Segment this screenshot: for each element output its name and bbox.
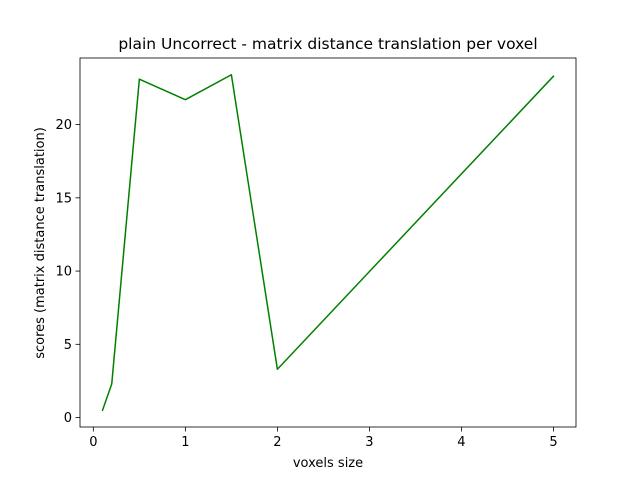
plot-area: [79, 57, 577, 428]
y-tick-label: 10: [55, 265, 72, 280]
x-tick-label: 4: [457, 435, 465, 450]
y-tick-label: 20: [55, 118, 72, 133]
y-axis-ticks: 0 5 10 15 20: [55, 118, 80, 426]
x-tick-label: 3: [365, 435, 373, 450]
y-tick-label: 0: [64, 411, 72, 426]
chart-title: plain Uncorrect - matrix distance transl…: [118, 35, 537, 53]
x-tick-label: 0: [89, 435, 97, 450]
x-tick-label: 5: [549, 435, 557, 450]
x-tick-label: 2: [273, 435, 281, 450]
axes-frame: [79, 57, 577, 428]
y-tick-label: 5: [64, 338, 72, 353]
series-line-0: [101, 74, 555, 412]
x-tick-label: 1: [181, 435, 189, 450]
y-tick-label: 15: [55, 191, 72, 206]
x-axis-ticks: 0 1 2 3 4 5: [89, 427, 558, 450]
y-axis-label: scores (matrix distance translation): [33, 127, 48, 359]
x-axis-label: voxels size: [293, 456, 363, 471]
